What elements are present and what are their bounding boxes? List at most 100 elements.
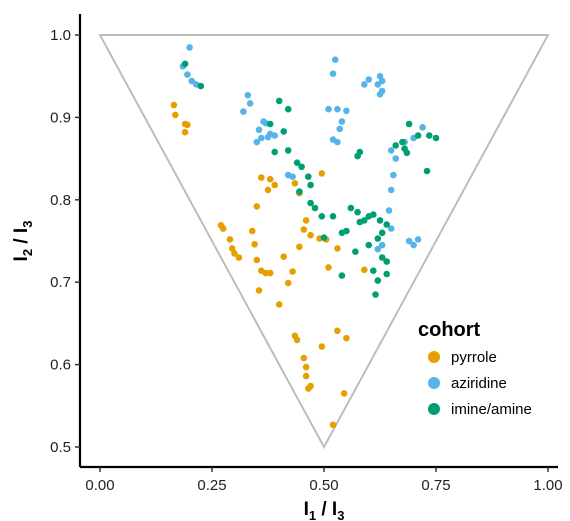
point-aziridine bbox=[255, 126, 263, 134]
point-pyrrole bbox=[271, 181, 279, 189]
point-aziridine bbox=[378, 241, 386, 249]
point-imine-amine bbox=[432, 134, 440, 142]
point-imine-amine bbox=[374, 235, 382, 242]
point-aziridine bbox=[419, 124, 426, 131]
point-pyrrole bbox=[284, 279, 292, 287]
point-aziridine bbox=[325, 105, 332, 113]
point-imine-amine bbox=[296, 188, 303, 195]
point-imine-amine bbox=[383, 221, 391, 228]
point-imine-amine bbox=[266, 120, 274, 128]
point-aziridine bbox=[246, 100, 254, 107]
point-pyrrole bbox=[249, 227, 256, 235]
point-pyrrole bbox=[184, 121, 191, 129]
legend-label-pyrrole: pyrrole bbox=[451, 349, 497, 366]
point-aziridine bbox=[361, 81, 368, 88]
legend-key-aziridine bbox=[428, 377, 440, 389]
point-aziridine bbox=[414, 236, 422, 243]
point-aziridine bbox=[343, 107, 350, 115]
point-aziridine bbox=[365, 76, 373, 83]
point-imine-amine bbox=[354, 208, 361, 216]
point-pyrrole bbox=[325, 264, 332, 271]
point-pyrrole bbox=[251, 241, 258, 248]
point-aziridine bbox=[385, 207, 393, 214]
point-imine-amine bbox=[370, 211, 377, 218]
point-imine-amine bbox=[426, 132, 433, 139]
point-imine-amine bbox=[383, 270, 391, 278]
point-aziridine bbox=[258, 134, 265, 142]
point-pyrrole bbox=[293, 336, 301, 344]
point-pyrrole bbox=[289, 268, 296, 275]
point-imine-amine bbox=[298, 163, 305, 171]
point-imine-amine bbox=[354, 152, 361, 160]
y-axis-ticks: 0.5 0.6 0.7 0.8 0.9 1.0 bbox=[50, 27, 80, 456]
x-tick-label: 0.50 bbox=[309, 477, 338, 494]
point-imine-amine bbox=[347, 204, 355, 212]
point-aziridine bbox=[186, 44, 193, 51]
point-imine-amine bbox=[318, 213, 326, 220]
legend-items: pyrrole aziridine imine/amine bbox=[428, 349, 532, 418]
point-imine-amine bbox=[372, 291, 379, 298]
triangle-boundary bbox=[98, 34, 550, 450]
point-imine-amine bbox=[378, 229, 386, 237]
legend-key-imine-amine bbox=[428, 403, 440, 415]
x-axis-title: I1 / I3 bbox=[304, 499, 345, 521]
point-imine-amine bbox=[181, 60, 189, 68]
point-imine-amine bbox=[414, 132, 422, 139]
data-points bbox=[170, 44, 440, 429]
point-pyrrole bbox=[253, 256, 261, 264]
point-pyrrole bbox=[318, 170, 326, 177]
point-pyrrole bbox=[280, 253, 288, 260]
point-pyrrole bbox=[343, 334, 350, 342]
x-tick-label: 0.25 bbox=[197, 477, 226, 494]
point-aziridine bbox=[387, 225, 395, 232]
y-tick-label: 0.7 bbox=[50, 274, 71, 291]
x-tick-label: 0.75 bbox=[421, 477, 450, 494]
point-aziridine bbox=[289, 173, 296, 180]
point-pyrrole bbox=[170, 101, 178, 109]
point-aziridine bbox=[244, 91, 252, 99]
y-tick-label: 0.6 bbox=[50, 357, 71, 374]
point-imine-amine bbox=[284, 105, 292, 113]
point-imine-amine bbox=[307, 199, 314, 207]
point-pyrrole bbox=[181, 128, 189, 136]
point-aziridine bbox=[410, 241, 417, 249]
point-pyrrole bbox=[228, 245, 236, 252]
point-pyrrole bbox=[329, 421, 337, 429]
point-imine-amine bbox=[311, 204, 319, 212]
point-imine-amine bbox=[378, 254, 386, 261]
point-imine-amine bbox=[343, 227, 350, 235]
legend-key-pyrrole bbox=[428, 351, 440, 363]
point-pyrrole bbox=[334, 245, 341, 252]
point-imine-amine bbox=[370, 267, 377, 275]
point-imine-amine bbox=[352, 248, 359, 255]
point-aziridine bbox=[264, 133, 272, 141]
plot-area bbox=[98, 34, 550, 450]
point-pyrrole bbox=[258, 174, 265, 181]
point-pyrrole bbox=[235, 254, 243, 261]
legend: cohort pyrrole aziridine imine/amine bbox=[418, 319, 532, 418]
point-aziridine bbox=[405, 237, 413, 245]
point-imine-amine bbox=[197, 82, 205, 90]
y-tick-label: 0.9 bbox=[50, 109, 71, 126]
point-imine-amine bbox=[280, 128, 288, 135]
point-aziridine bbox=[338, 118, 346, 125]
point-pyrrole bbox=[172, 111, 179, 119]
point-pyrrole bbox=[219, 225, 227, 232]
point-pyrrole bbox=[264, 186, 272, 194]
point-pyrrole bbox=[318, 343, 326, 350]
point-imine-amine bbox=[423, 167, 431, 175]
y-axis-title: I2 / I3 bbox=[11, 221, 35, 262]
point-imine-amine bbox=[361, 217, 368, 224]
point-imine-amine bbox=[338, 272, 346, 279]
point-imine-amine bbox=[376, 217, 384, 224]
point-aziridine bbox=[271, 132, 279, 139]
x-tick-label: 1.00 bbox=[533, 477, 562, 494]
point-imine-amine bbox=[275, 97, 283, 105]
legend-title: cohort bbox=[418, 319, 481, 341]
point-aziridine bbox=[253, 138, 261, 146]
point-pyrrole bbox=[361, 266, 368, 274]
point-pyrrole bbox=[296, 243, 303, 251]
y-tick-label: 1.0 bbox=[50, 27, 71, 44]
point-aziridine bbox=[329, 70, 337, 77]
